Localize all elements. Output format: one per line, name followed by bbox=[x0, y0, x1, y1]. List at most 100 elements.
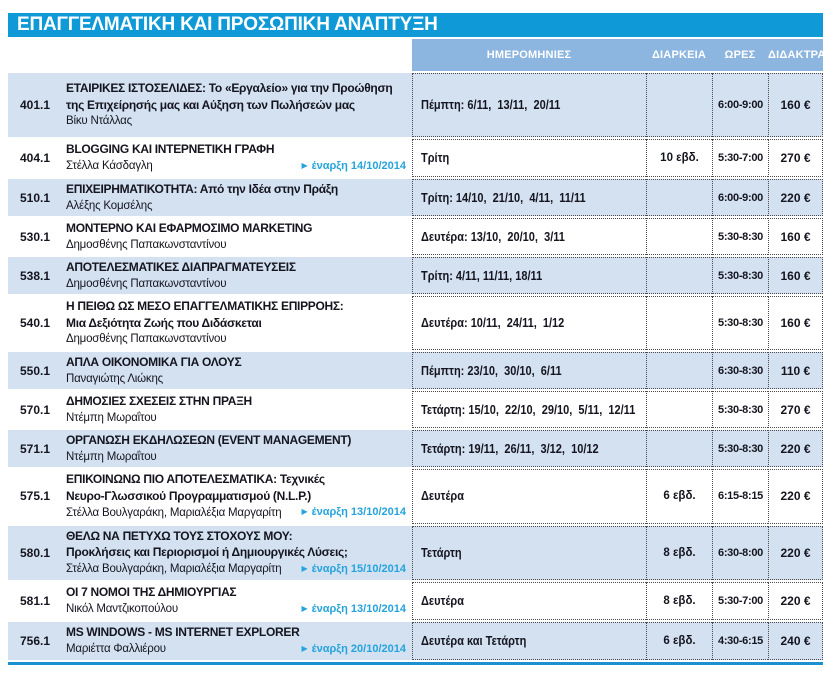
course-title: Νευρο-Γλωσσικού Προγραμματισμού (N.L.P.) bbox=[66, 488, 311, 503]
hours-cell: 6:30-8:00 bbox=[712, 525, 768, 580]
start-arrow-icon: ▶ bbox=[301, 507, 308, 516]
column-header-dates: ΗΜΕΡΟΜΗΝΙΕΣ bbox=[486, 49, 572, 61]
course-title: της Επιχείρησής μας και Αύξηση των Πωλήσ… bbox=[66, 97, 355, 112]
course-info: ΕΠΙΚΟΙΝΩΝΩ ΠΙΟ ΑΠΟΤΕΛΕΣΜΑΤΙΚΑ: Τεχνικές Ν… bbox=[62, 469, 412, 524]
dates-value: Τρίτη: 4/11, 11/11, 18/11 bbox=[421, 268, 543, 283]
course-info: ΟΙ 7 ΝΟΜΟΙ ΤΗΣ ΔΗΜΙΟΥΡΓΙΑΣ Νικόλ Μαντζικ… bbox=[62, 582, 412, 620]
duration-cell bbox=[646, 257, 712, 294]
duration-cell bbox=[646, 179, 712, 216]
duration-cell bbox=[646, 296, 712, 350]
start-date-link[interactable]: ▶ έναρξη 13/10/2014 bbox=[301, 601, 406, 619]
column-header-fees: ΔΙΔΑΚΤΡΑ bbox=[768, 49, 826, 61]
dates-value: Δευτέρα bbox=[421, 594, 464, 608]
course-info: BLOGGING ΚΑΙ ΙΝΤΕΡΝΕΤΙΚΗ ΓΡΑΦΗ Στέλλα Κά… bbox=[62, 139, 412, 177]
dates-value: Τετάρτη: 19/11, 26/11, 3/12, 10/12 bbox=[421, 441, 599, 456]
dates-value: Τετάρτη: 15/10, 22/10, 29/10, 5/11, 12/1… bbox=[421, 402, 636, 417]
dates-cell: Δευτέρα: 10/11, 24/11, 1/12 bbox=[412, 296, 646, 350]
table-row: 756.1 MS WINDOWS - MS INTERNET EXPLORER … bbox=[8, 622, 823, 660]
fees-cell: 220 € bbox=[768, 430, 823, 467]
instructor-name: Δημοσθένης Παπακωνσταντίνου bbox=[66, 277, 227, 290]
instructor-name: Παναγιώτης Λιώκης bbox=[66, 372, 164, 385]
start-date-label: έναρξη 13/10/2014 bbox=[311, 602, 406, 615]
dates-value: Πέμπτη: 6/11, 13/11, 20/11 bbox=[421, 98, 561, 112]
instructor-name: Στέλλα Κάσδαγλη bbox=[66, 160, 153, 172]
column-header-duration: ΔΙΑΡΚΕΙΑ bbox=[651, 49, 707, 61]
course-code: 756.1 bbox=[8, 622, 62, 660]
instructor-line: Στέλλα Βουλγαράκη, Μαριαλέξια Μαργαρίτη … bbox=[66, 561, 406, 579]
instructor-line: Μαριέττα Φαλλιέρου ▶ έναρξη 20/10/2014 bbox=[66, 641, 406, 659]
duration-cell bbox=[646, 352, 712, 389]
table-header: ΗΜΕΡΟΜΗΝΙΕΣ ΔΙΑΡΚΕΙΑ ΩΡΕΣ ΔΙΔΑΚΤΡΑ bbox=[412, 39, 826, 71]
duration-cell bbox=[646, 430, 712, 467]
instructor-line: Στέλλα Κάσδαγλη ▶ έναρξη 14/10/2014 bbox=[66, 158, 406, 176]
instructor-line: Δημοσθένης Παπακωνσταντίνου bbox=[66, 331, 406, 348]
start-date-link[interactable]: ▶ έναρξη 15/10/2014 bbox=[301, 561, 406, 579]
instructor-name: Ντέμπη Μωραΐτου bbox=[66, 411, 157, 424]
start-date-link[interactable]: ▶ έναρξη 14/10/2014 bbox=[301, 158, 406, 176]
fees-cell: 110 € bbox=[768, 352, 823, 389]
course-info: ΕΤΑΙΡΙΚΕΣ ΙΣΤΟΣΕΛΙΔΕΣ: Το «Εργαλείο» για… bbox=[62, 73, 412, 137]
course-info: MS WINDOWS - MS INTERNET EXPLORER Μαριέτ… bbox=[62, 622, 412, 660]
instructor-name: Μαριέττα Φαλλιέρου bbox=[66, 643, 166, 655]
course-code: 510.1 bbox=[8, 179, 62, 216]
instructor-line: Παναγιώτης Λιώκης bbox=[66, 371, 406, 388]
course-code: 550.1 bbox=[8, 352, 62, 389]
instructor-name: Δημοσθένης Παπακωνσταντίνου bbox=[66, 238, 227, 251]
instructor-name: Στέλλα Βουλγαράκη, Μαριαλέξια Μαργαρίτη bbox=[66, 506, 282, 519]
fees-cell: 220 € bbox=[768, 582, 823, 620]
course-code: 580.1 bbox=[8, 525, 62, 580]
dates-cell: Τετάρτη: 19/11, 26/11, 3/12, 10/12 bbox=[412, 430, 646, 467]
course-title: MS WINDOWS - MS INTERNET EXPLORER bbox=[66, 625, 300, 639]
course-table-body: 401.1 ΕΤΑΙΡΙΚΕΣ ΙΣΤΟΣΕΛΙΔΕΣ: Το «Εργαλεί… bbox=[8, 73, 823, 660]
dates-value: Δευτέρα bbox=[421, 489, 464, 504]
duration-cell: 10 εβδ. bbox=[646, 139, 712, 177]
duration-cell: 8 εβδ. bbox=[646, 582, 712, 620]
course-info: ΜΟΝΤΕΡΝΟ ΚΑΙ ΕΦΑΡΜΟΣΙΜΟ MARKETING Δημοσθ… bbox=[62, 218, 412, 255]
duration-cell bbox=[646, 391, 712, 428]
hours-cell: 6:00-9:00 bbox=[712, 179, 768, 216]
instructor-line: Βίκυ Ντάλλας bbox=[66, 113, 406, 130]
instructor-name: Νικόλ Μαντζικοπούλου bbox=[66, 603, 178, 615]
start-date-link[interactable]: ▶ έναρξη 20/10/2014 bbox=[301, 641, 406, 659]
dates-cell: Τετάρτη: 15/10, 22/10, 29/10, 5/11, 12/1… bbox=[412, 391, 646, 428]
dates-value: Τετάρτη bbox=[421, 545, 462, 560]
course-code: 401.1 bbox=[8, 73, 62, 137]
course-info: ΟΡΓΑΝΩΣΗ ΕΚΔΗΛΩΣΕΩΝ (EVENT MANAGEMENT) Ν… bbox=[62, 430, 412, 467]
instructor-line: Ντέμπη Μωραΐτου bbox=[66, 410, 406, 427]
hours-cell: 6:00-9:00 bbox=[712, 73, 768, 137]
duration-cell bbox=[646, 218, 712, 255]
dates-cell: Δευτέρα bbox=[412, 582, 646, 620]
course-code: 530.1 bbox=[8, 218, 62, 255]
hours-cell: 5:30-8:30 bbox=[712, 257, 768, 294]
course-title: Η ΠΕΙΘΩ ΩΣ ΜΕΣΟ ΕΠΑΓΓΕΛΜΑΤΙΚΗΣ ΕΠΙΡΡΟΗΣ: bbox=[66, 299, 344, 314]
hours-cell: 5:30-8:30 bbox=[712, 391, 768, 428]
dates-cell: Τρίτη bbox=[412, 139, 646, 177]
instructor-name: Βίκυ Ντάλλας bbox=[66, 115, 132, 128]
duration-cell: 6 εβδ. bbox=[646, 469, 712, 524]
course-code: 575.1 bbox=[8, 469, 62, 524]
duration-cell bbox=[646, 73, 712, 137]
instructor-line: Νικόλ Μαντζικοπούλου ▶ έναρξη 13/10/2014 bbox=[66, 601, 406, 619]
instructor-line: Ντέμπη Μωραΐτου bbox=[66, 449, 406, 466]
course-code: 570.1 bbox=[8, 391, 62, 428]
course-title: ΟΙ 7 ΝΟΜΟΙ ΤΗΣ ΔΗΜΙΟΥΡΓΙΑΣ bbox=[66, 585, 237, 599]
start-arrow-icon: ▶ bbox=[301, 160, 308, 170]
course-code: 571.1 bbox=[8, 430, 62, 467]
instructor-line: Αλέξης Κομσέλης bbox=[66, 198, 406, 215]
dates-cell: Τρίτη: 4/11, 11/11, 18/11 bbox=[412, 257, 646, 294]
hours-cell: 4:30-6:15 bbox=[712, 622, 768, 660]
table-row: 550.1 ΑΠΛΑ ΟΙΚΟΝΟΜΙΚΑ ΓΙΑ ΟΛΟΥΣ Παναγιώτ… bbox=[8, 352, 823, 389]
instructor-line: Στέλλα Βουλγαράκη, Μαριαλέξια Μαργαρίτη … bbox=[66, 504, 406, 522]
start-date-label: έναρξη 20/10/2014 bbox=[311, 642, 406, 655]
course-title: Προκλήσεις και Περιορισμοί ή Δημιουργικέ… bbox=[66, 545, 348, 559]
dates-value: Τρίτη: 14/10, 21/10, 4/11, 11/11 bbox=[421, 190, 586, 205]
instructor-line: Δημοσθένης Παπακωνσταντίνου bbox=[66, 276, 406, 293]
table-bottom-border bbox=[8, 662, 823, 665]
dates-value: Δευτέρα και Τετάρτη bbox=[421, 634, 527, 648]
table-row: 580.1 ΘΕΛΩ ΝΑ ΠΕΤΥΧΩ ΤΟΥΣ ΣΤΟΧΟΥΣ ΜΟΥ: Πρ… bbox=[8, 525, 823, 580]
dates-cell: Τρίτη: 14/10, 21/10, 4/11, 11/11 bbox=[412, 179, 646, 216]
fees-cell: 220 € bbox=[768, 179, 823, 216]
start-date-link[interactable]: ▶ έναρξη 13/10/2014 bbox=[301, 504, 406, 522]
dates-cell: Δευτέρα και Τετάρτη bbox=[412, 622, 646, 660]
section-title: ΕΠΑΓΓΕΛΜΑΤΙΚΗ ΚΑΙ ΠΡΟΣΩΠΙΚΗ ΑΝΑΠΤΥΞΗ bbox=[17, 14, 438, 35]
